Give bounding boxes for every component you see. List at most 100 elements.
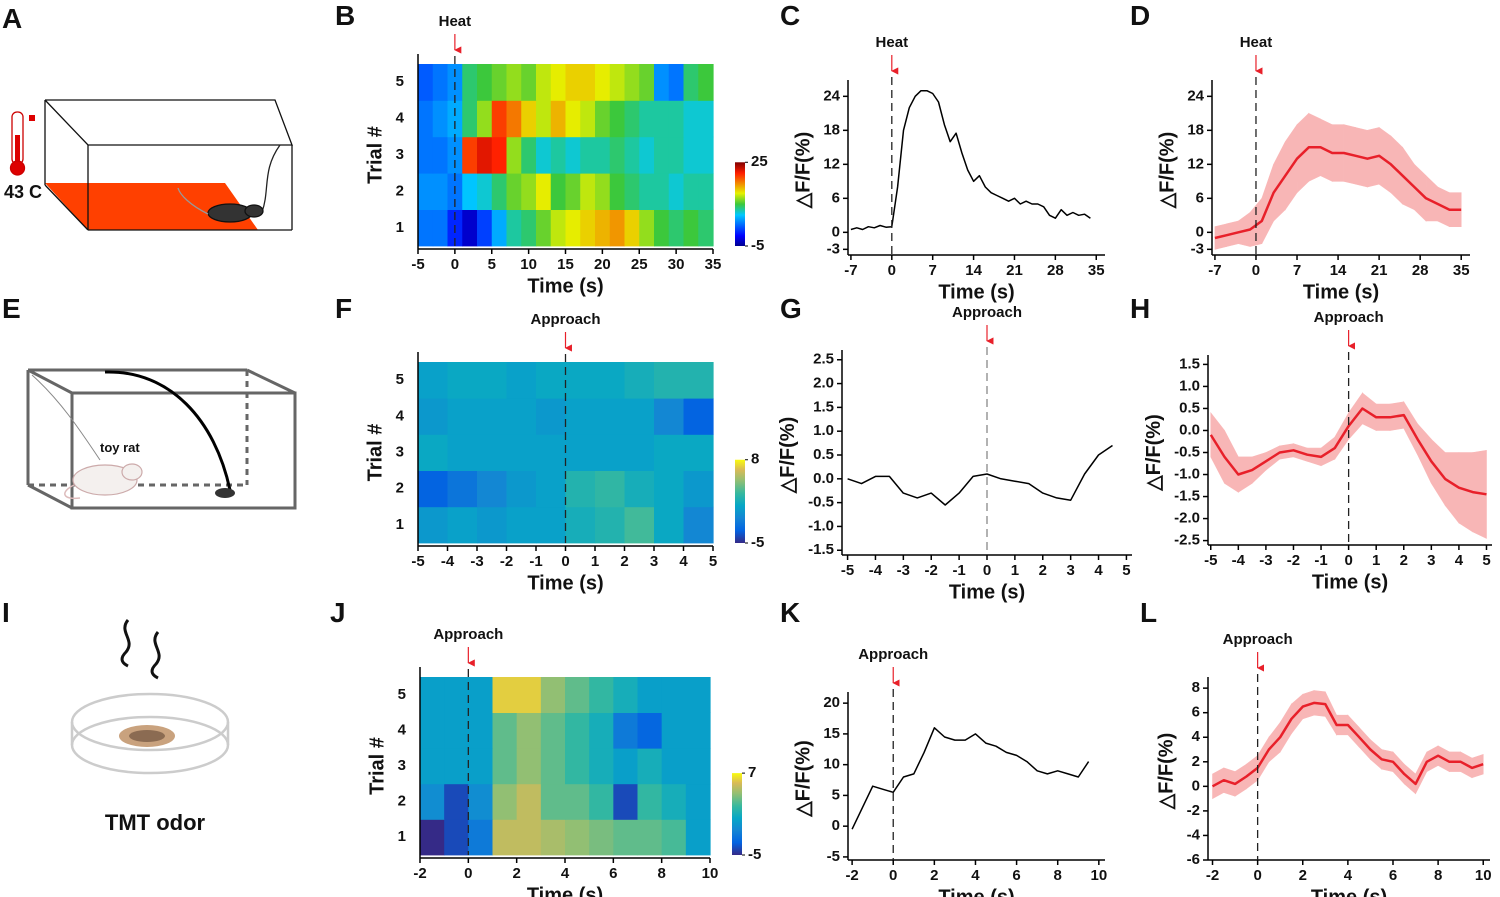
y-axis-title: Trial #: [367, 737, 389, 795]
y-tick-label: 1.0: [1179, 377, 1200, 394]
x-tick-label: 3: [1066, 562, 1074, 579]
heatmap-cell: [418, 209, 434, 247]
heatmap-cell: [521, 64, 537, 101]
y-tick-label: -3: [1191, 240, 1204, 257]
heatmap-cell: [536, 100, 552, 138]
heatmap-cell: [491, 173, 508, 210]
heatmap-cell: [613, 783, 639, 820]
heatmap-cell: [477, 173, 493, 210]
heatmap-cell: [565, 209, 581, 247]
heatmap-cell: [565, 136, 581, 174]
heatmap-cell: [468, 748, 494, 785]
heatmap-cell: [447, 506, 478, 544]
heatmap-cell: [506, 100, 522, 138]
x-tick-label: 10: [520, 256, 537, 273]
error-band-segment: [1431, 438, 1446, 507]
heatmap-cell: [492, 712, 518, 749]
colorbar: [735, 162, 745, 246]
y-tick-label: -4: [1187, 826, 1201, 843]
heatmap-cell: [444, 783, 469, 820]
y-tick-label: -2.0: [1174, 510, 1200, 527]
heatmap-cell: [506, 506, 537, 544]
heatmap-cell: [565, 64, 581, 101]
y-tick-label: 4: [398, 721, 407, 738]
x-tick-label: 6: [609, 865, 617, 882]
x-tick-label: 14: [1330, 262, 1347, 279]
heatmap-cell: [491, 64, 508, 101]
x-tick-label: 8: [657, 865, 665, 882]
x-tick-label: 3: [1427, 552, 1435, 569]
panel-label: L: [1140, 597, 1157, 628]
y-tick-label: 2: [1192, 753, 1200, 770]
y-tick-label: 1: [396, 219, 404, 236]
panel-label: H: [1130, 293, 1150, 324]
heatmap-cell: [613, 748, 639, 785]
panel-label: F: [335, 293, 352, 324]
heatmap-cell: [589, 677, 614, 713]
heatmap-cell: [565, 677, 590, 713]
heatmap-cell: [661, 748, 687, 785]
y-tick-label: 1.0: [813, 422, 834, 439]
data-line: [1209, 407, 1487, 496]
heatmap-cell: [580, 173, 596, 210]
x-tick-label: -1: [1314, 552, 1327, 569]
heatmap-cell: [685, 677, 711, 713]
heatmap-cell: [683, 434, 714, 471]
heatmap-cell: [444, 677, 469, 713]
colorbar-tick-label: -5: [748, 846, 761, 863]
y-tick-label: 12: [1187, 155, 1204, 172]
error-band: [1212, 690, 1484, 800]
heatmap-cell: [418, 362, 449, 399]
x-tick-label: 0: [451, 256, 459, 273]
x-axis-title: Time (s): [938, 281, 1014, 303]
heatmap-cell: [418, 100, 434, 138]
panel-label: G: [780, 293, 802, 324]
heatmap-cell: [418, 434, 449, 471]
heatmap-cell: [589, 712, 614, 749]
x-tick-label: 3: [650, 553, 658, 570]
heatmap-cell: [565, 819, 590, 856]
heatmap-cell: [595, 470, 626, 508]
heatmap-cell: [477, 136, 493, 174]
heatmap-cell: [565, 434, 596, 471]
error-band-segment: [1417, 423, 1432, 484]
heatmap-cell: [654, 434, 685, 471]
event-label: Heat: [1240, 34, 1273, 51]
heatmap-cell: [595, 506, 626, 544]
heatmap-cell: [698, 100, 714, 138]
heatmap-cell: [516, 677, 542, 713]
x-tick-label: 5: [709, 553, 717, 570]
heatmap-cell: [506, 434, 537, 471]
x-tick-label: 8: [1434, 867, 1442, 884]
heatmap-cell: [506, 209, 522, 247]
y-tick-label: 10: [823, 756, 840, 773]
x-axis-title: Time (s): [527, 884, 603, 897]
x-tick-label: -4: [1232, 552, 1246, 569]
heatmap-cell: [550, 173, 567, 210]
heatmap-cell: [654, 470, 685, 508]
heatmap-cell: [468, 677, 494, 713]
y-tick-label: 6: [832, 189, 840, 206]
heatmap-cell: [477, 209, 493, 247]
heatmap-cell: [492, 819, 518, 856]
heatmap-cell: [654, 136, 670, 174]
error-band-segment: [1273, 141, 1286, 222]
heatmap-cell: [668, 136, 685, 174]
heatmap-cell: [698, 136, 714, 174]
heatmap-cell: [613, 819, 639, 856]
heatmap-cell: [418, 136, 434, 174]
x-tick-label: -2: [1206, 867, 1219, 884]
heatmap-cell: [654, 506, 685, 544]
heatmap-cell: [683, 362, 714, 399]
heatmap-cell: [624, 506, 655, 544]
heatmap-cell: [624, 209, 640, 247]
heatmap-cell: [609, 209, 626, 247]
y-axis-title: △F/F(%): [777, 417, 799, 494]
x-tick-label: -5: [1204, 552, 1217, 569]
heatmap-cell: [698, 209, 714, 247]
y-tick-label: 0.0: [813, 470, 834, 487]
heatmap-cell: [516, 748, 542, 785]
x-tick-label: 0: [1344, 552, 1352, 569]
heatmap-cell: [609, 136, 626, 174]
x-axis-title: Time (s): [949, 581, 1025, 603]
